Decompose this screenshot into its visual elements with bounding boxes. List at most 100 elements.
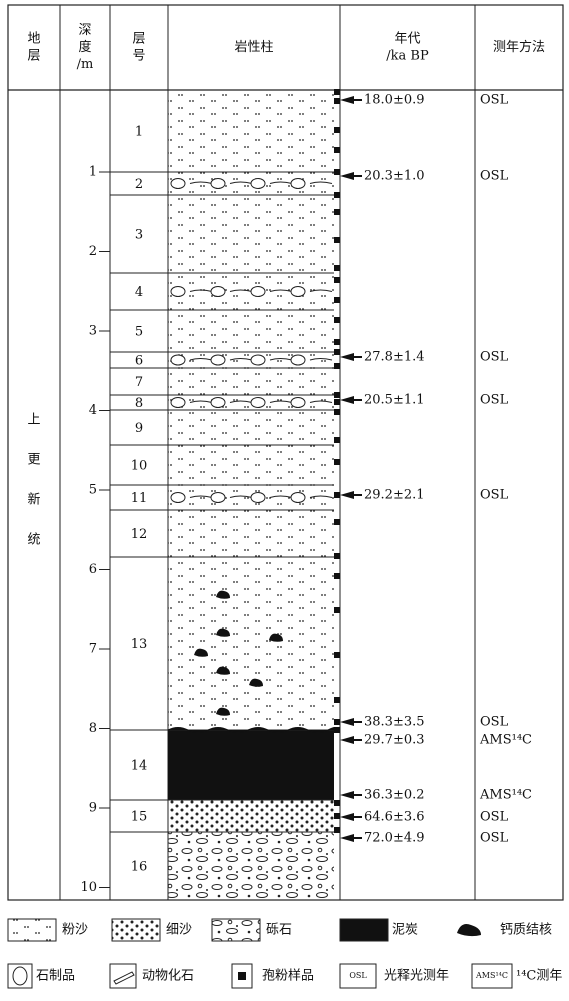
depth-label: 9 — [89, 801, 97, 816]
lens-line — [229, 495, 253, 498]
layer-id: 2 — [135, 177, 143, 192]
pollen-sample — [334, 573, 340, 579]
legend-label: 钙质结核 — [500, 923, 552, 938]
layer-id: 4 — [135, 285, 143, 300]
date-method: OSL — [480, 810, 509, 825]
depth-label: 10 — [80, 880, 97, 895]
calcareous-nodule — [194, 648, 208, 657]
pollen-sample — [334, 697, 340, 703]
pollen-sample — [334, 652, 340, 658]
legend-label: 泥炭 — [392, 923, 418, 938]
pollen-sample — [334, 277, 340, 283]
date-age: 64.6±3.6 — [364, 810, 425, 825]
header-text: 年代 — [394, 32, 420, 47]
depth-label: 2 — [89, 244, 97, 259]
lithology-silt — [168, 445, 334, 485]
lens-line — [269, 358, 293, 361]
header-text: /ka BP — [386, 49, 429, 64]
layer-id: 1 — [135, 125, 143, 140]
date-age: 29.2±2.1 — [364, 488, 425, 503]
lens-line — [189, 358, 213, 361]
layer-id: 5 — [135, 325, 143, 340]
calcareous-nodule — [216, 590, 230, 599]
layer-id: 15 — [131, 810, 148, 825]
pollen-sample — [334, 127, 340, 133]
lens-line — [229, 358, 253, 361]
date-age: 20.3±1.0 — [364, 169, 425, 184]
pollen-sample — [334, 147, 340, 153]
date-arrow — [340, 491, 362, 499]
lithology-silt — [168, 92, 334, 172]
legend-label: 孢粉样品 — [262, 969, 314, 984]
header-text: 地 — [27, 32, 40, 47]
depth-label: 7 — [89, 642, 97, 657]
legend-artifact — [12, 966, 28, 986]
layer-id: 14 — [131, 759, 148, 774]
gravel-lens — [210, 354, 226, 366]
pollen-sample — [334, 399, 340, 405]
legend-swatch — [339, 918, 389, 942]
header-text: 层 — [132, 32, 145, 47]
gravel-lens — [250, 397, 266, 408]
pollen-sample — [334, 265, 340, 271]
pollen-sample — [334, 98, 340, 104]
layer-id: 16 — [131, 860, 148, 875]
lithology-gravel — [168, 832, 334, 900]
pollen-sample — [334, 297, 340, 303]
calcareous-nodule — [216, 666, 230, 675]
layer-id: 10 — [131, 459, 148, 474]
lithology-silt — [168, 510, 334, 557]
header-text: 层 — [27, 49, 40, 64]
date-age: 72.0±4.9 — [364, 831, 425, 846]
legend-label: 细沙 — [166, 923, 192, 938]
layer-id: 13 — [131, 637, 148, 652]
lens-line — [189, 400, 213, 403]
header-text: 度 — [78, 39, 91, 55]
gravel-lens — [250, 354, 266, 366]
pollen-sample — [334, 392, 340, 398]
gravel-lens — [210, 286, 226, 297]
gravel-lens — [290, 286, 306, 297]
header-text: 测年方法 — [493, 39, 545, 55]
layer-id: 3 — [135, 228, 143, 243]
calcareous-nodule — [249, 678, 263, 687]
date-arrow — [340, 353, 362, 361]
stratum-label: 更 — [27, 453, 40, 468]
pollen-sample — [334, 827, 340, 833]
gravel-lens — [290, 492, 306, 503]
date-arrow — [340, 813, 362, 821]
pollen-sample — [334, 437, 340, 443]
lens-line — [189, 495, 213, 498]
date-age: 29.7±0.3 — [364, 733, 425, 748]
lens-line — [309, 358, 333, 361]
pollen-sample — [334, 363, 340, 369]
lithology-silt — [168, 195, 334, 273]
stratum-label: 上 — [27, 413, 40, 428]
legend-label: 石制品 — [36, 969, 75, 984]
peat-top — [167, 727, 336, 733]
layer-id: 11 — [131, 491, 148, 506]
lithology-silt — [168, 310, 334, 352]
legend-box — [7, 963, 33, 989]
date-method: OSL — [480, 393, 509, 408]
gravel-lens — [170, 354, 186, 366]
lithology-silt — [168, 557, 334, 730]
calcareous-nodule — [269, 633, 283, 642]
calcareous-nodule — [216, 707, 230, 716]
pollen-sample — [334, 800, 340, 806]
gravel-lens — [210, 492, 226, 503]
lens-line — [229, 289, 253, 292]
lens-line — [229, 400, 253, 403]
legend-label: 光释光测年 — [384, 969, 449, 984]
date-arrow — [340, 791, 362, 799]
layer-id: 12 — [131, 527, 148, 542]
lens-line — [309, 400, 333, 403]
stratum-label: 统 — [27, 533, 40, 548]
gravel-lens — [250, 178, 266, 189]
gravel-lens — [170, 178, 186, 189]
date-method: OSL — [480, 831, 509, 846]
gravel-lens — [170, 397, 186, 408]
pollen-sample — [334, 459, 340, 465]
